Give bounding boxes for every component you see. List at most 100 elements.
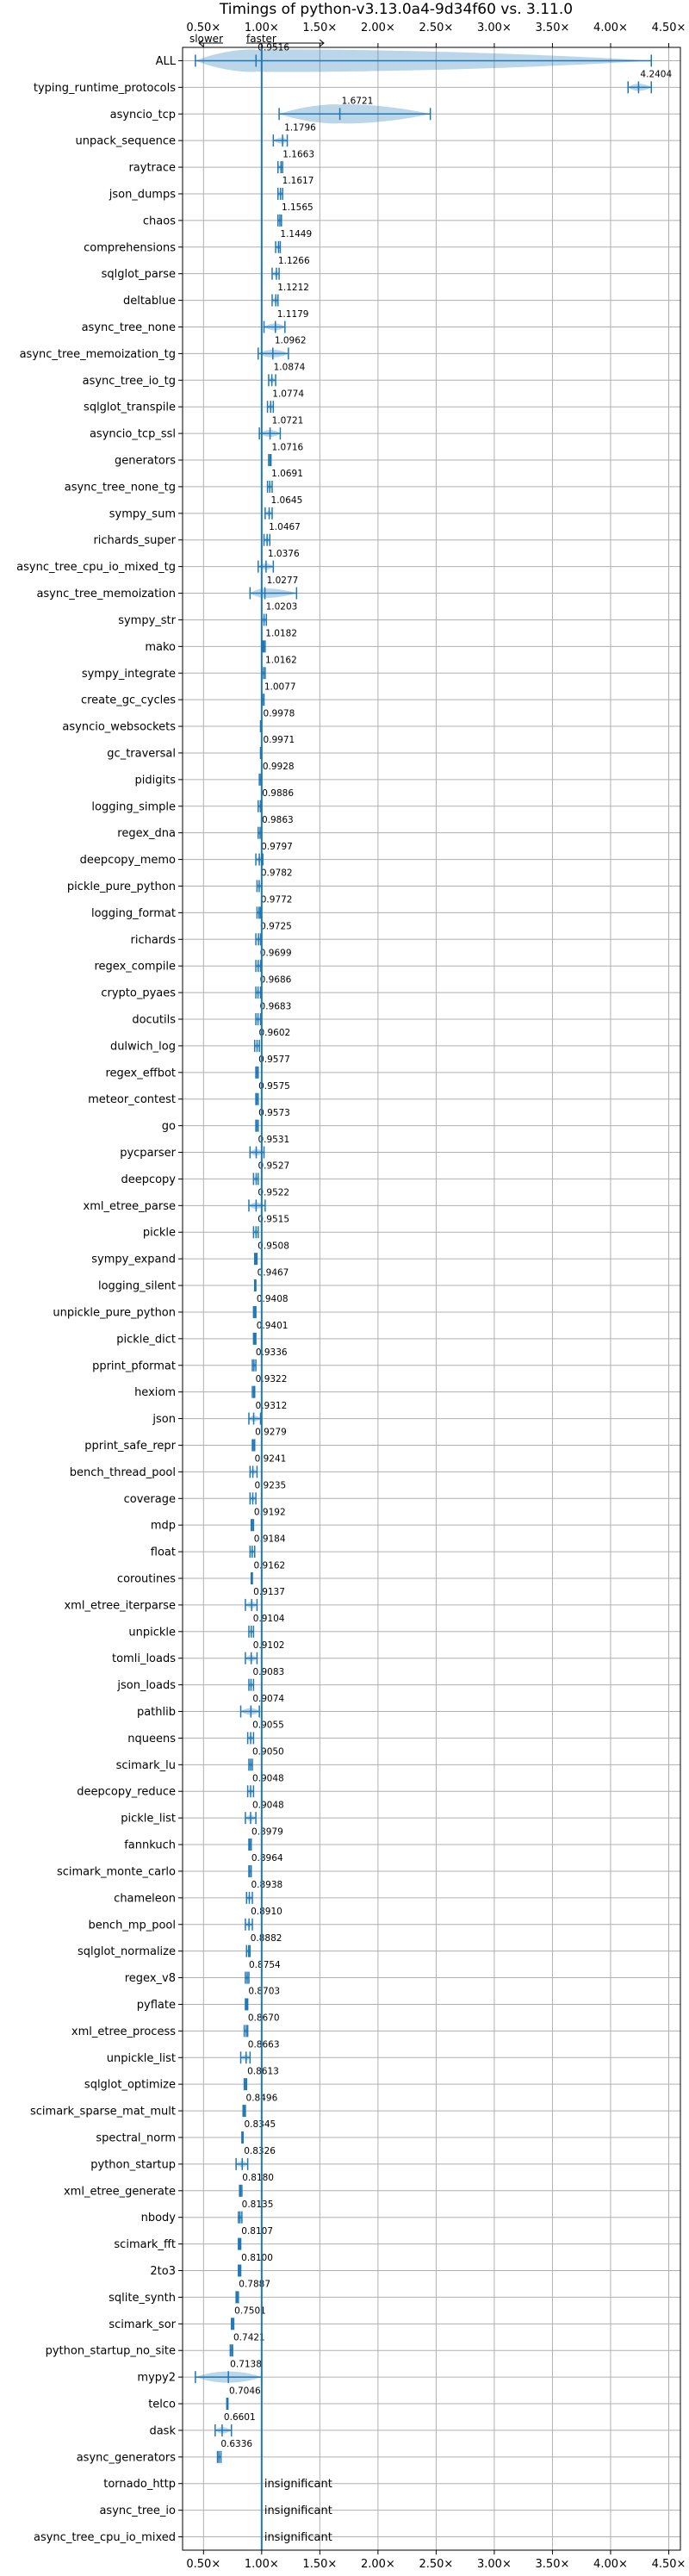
category-label: asyncio_websockets [62, 721, 176, 734]
category-label: pickle_pure_python [67, 880, 176, 893]
category-label: richards [131, 934, 177, 947]
category-label: nbody [141, 2212, 177, 2224]
tick-label-bottom: 2.50× [419, 2558, 453, 2571]
value-label: 1.0874 [274, 363, 306, 373]
category-label: xml_etree_iterparse [64, 1599, 176, 1612]
category-label: pprint_safe_repr [84, 1440, 176, 1453]
category-label: pickle [143, 1227, 176, 1240]
category-label: coverage [124, 1493, 176, 1506]
category-label: async_generators [77, 2451, 177, 2464]
category-label: pickle_dict [116, 1333, 176, 1346]
value-label: 0.8100 [241, 2253, 273, 2263]
category-label: ALL [156, 55, 177, 68]
value-label: 4.2404 [640, 70, 672, 80]
category-label: sqlite_synth [109, 2292, 176, 2305]
tick-label-bottom: 1.50× [302, 2558, 337, 2571]
value-label: 0.8663 [248, 2040, 280, 2050]
category-label: unpack_sequence [75, 135, 176, 148]
category-label: scimark_lu [116, 1759, 176, 1772]
category-label: nqueens [127, 1733, 176, 1745]
x-axis-top: 0.50× 1.00× 1.50× 2.00× 2.50× 3.00× 3.50× 4.00×… [186, 22, 686, 47]
category-label: json [152, 1413, 176, 1426]
category-label: sqlglot_transpile [84, 401, 176, 414]
category-label: crypto_pyaes [101, 987, 176, 1000]
value-label: 0.9575 [258, 1081, 290, 1092]
category-label: async_tree_io_tg [83, 375, 176, 388]
value-label: 0.9978 [264, 708, 295, 719]
value-label: 0.9467 [258, 1267, 289, 1278]
value-label: 1.0203 [266, 602, 298, 613]
value-label: 0.9725 [260, 922, 292, 932]
value-label: 0.9602 [258, 1028, 290, 1038]
category-label: sqlglot_parse [102, 268, 176, 281]
category-label: dulwich_log [110, 1040, 176, 1053]
category-label: docutils [132, 1014, 176, 1027]
insignificant-label: insignificant [264, 2531, 332, 2544]
category-label: pickle_list [121, 1813, 176, 1826]
value-label: 0.9408 [257, 1294, 289, 1304]
category-label: regex_compile [94, 961, 176, 974]
value-label: 0.9192 [254, 1507, 286, 1517]
value-label: 1.1796 [284, 122, 316, 133]
category-label: async_tree_cpu_io_mixed_tg [16, 561, 176, 574]
category-label: meteor_contest [88, 1093, 176, 1106]
value-label: 1.1266 [278, 256, 310, 266]
tick-label-top: 2.50× [419, 22, 453, 34]
category-label: gc_traversal [107, 747, 176, 760]
value-label: 1.0691 [271, 469, 303, 479]
category-label: scimark_sor [109, 2318, 176, 2331]
value-label: 0.7138 [230, 2359, 262, 2369]
value-label: 1.0962 [275, 336, 307, 346]
value-label: 0.9577 [258, 1055, 290, 1065]
value-label: 0.9772 [261, 895, 293, 905]
category-label: tornado_http [103, 2478, 176, 2491]
tick-label-bottom: 4.00× [593, 2558, 628, 2571]
value-label: 1.1449 [280, 229, 312, 240]
value-label: 1.0162 [265, 656, 297, 666]
category-label: logging_format [91, 907, 176, 920]
value-label: 0.9137 [253, 1587, 285, 1597]
category-label: mypy2 [137, 2372, 176, 2385]
tick-label-bottom: 0.50× [186, 2558, 220, 2571]
value-label: 0.9083 [252, 1667, 284, 1677]
category-label: logging_silent [98, 1280, 176, 1293]
value-label: 0.9074 [252, 1694, 284, 1704]
category-label: xml_etree_generate [64, 2185, 176, 2198]
value-label: 0.9241 [255, 1454, 287, 1465]
category-label: unpickle [128, 1626, 176, 1639]
category-label: xml_etree_process [71, 2025, 176, 2038]
category-label: bench_thread_pool [70, 1466, 176, 1479]
value-label: 0.8882 [251, 1933, 282, 1944]
value-label: 0.6601 [224, 2412, 256, 2423]
value-label: 0.8910 [251, 1907, 282, 1917]
slower-label: slower [189, 33, 223, 45]
value-label: 0.9522 [258, 1188, 289, 1198]
tick-label-bottom: 2.00× [361, 2558, 395, 2571]
tick-label-top: 1.50× [302, 22, 337, 34]
value-label: 0.8107 [241, 2226, 273, 2237]
category-label: deepcopy [121, 1173, 176, 1186]
category-label: sympy_str [118, 614, 176, 627]
category-label: async_tree_none [82, 321, 176, 334]
category-label: sqlglot_normalize [78, 1945, 176, 1958]
category-label: regex_v8 [125, 1972, 176, 1985]
value-label: 1.0277 [267, 576, 299, 586]
value-label: 0.9683 [260, 1001, 292, 1011]
category-label: typing_runtime_protocols [34, 82, 176, 95]
value-label: 0.9050 [252, 1747, 284, 1758]
category-label: async_tree_io [99, 2504, 176, 2517]
category-label: asyncio_tcp_ssl [90, 428, 176, 441]
category-label: python_startup [90, 2158, 176, 2171]
tick-label-top: 3.00× [477, 22, 512, 34]
category-label: unpickle_pure_python [53, 1306, 176, 1319]
value-label: 0.9162 [254, 1560, 286, 1571]
category-label: unpickle_list [107, 2052, 176, 2065]
value-label: 0.9699 [260, 948, 292, 958]
category-label: mdp [151, 1520, 176, 1533]
value-label: 1.1663 [282, 149, 314, 159]
plot-frame [182, 47, 681, 2551]
tick-label-top: 3.50× [536, 22, 570, 34]
tick-label-bottom: 3.50× [536, 2558, 570, 2571]
category-label: richards_super [93, 534, 176, 547]
category-label: bench_mp_pool [88, 1919, 176, 1932]
